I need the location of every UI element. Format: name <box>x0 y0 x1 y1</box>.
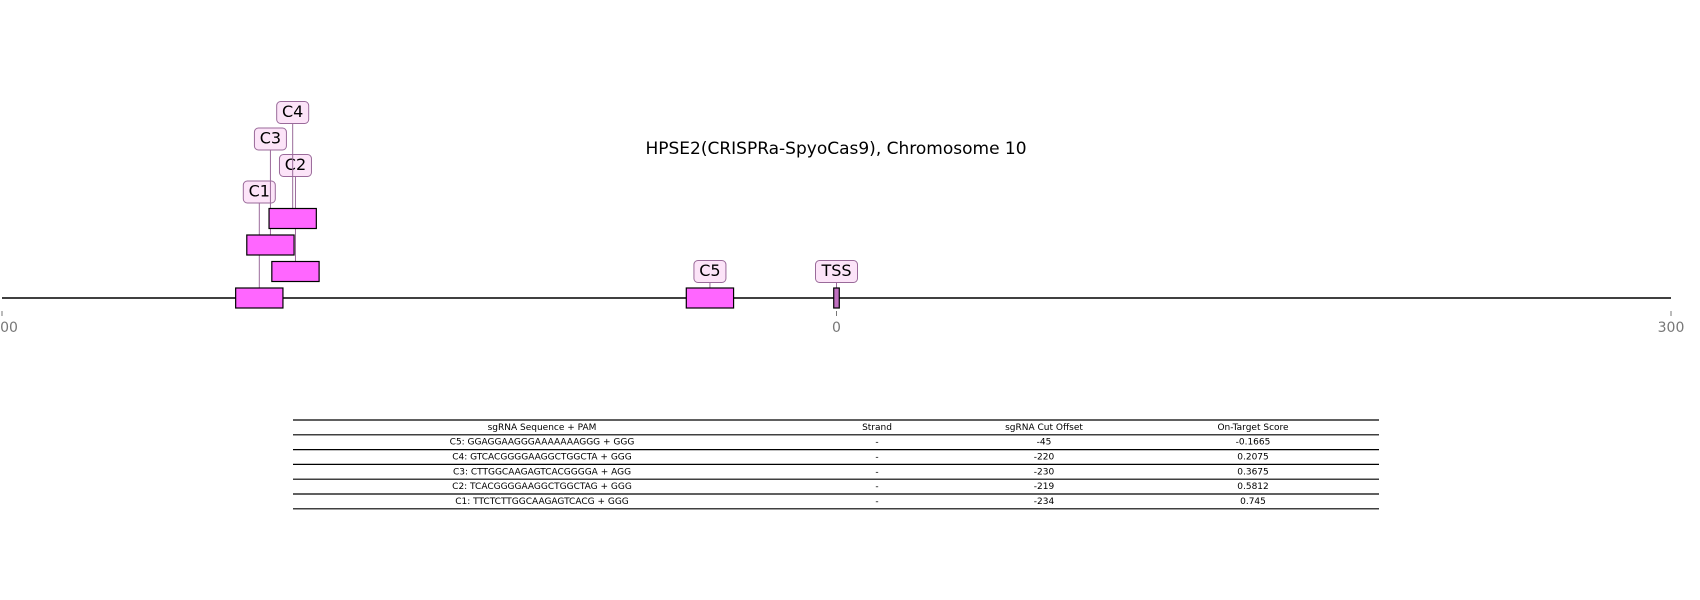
table-cell: C3: CTTGGCAAGAGTCACGGGGA + AGG <box>453 467 631 477</box>
guide-label: C2 <box>285 155 306 174</box>
table-header: On-Target Score <box>1217 423 1289 433</box>
tss-mark <box>833 287 840 309</box>
table-cell: 0.2075 <box>1237 453 1269 463</box>
label-box <box>815 260 858 283</box>
table-cell: -45 <box>1037 438 1052 448</box>
table-cell: C2: TCACGGGGAAGGCTGGCTAG + GGG <box>452 482 632 492</box>
table-cell: - <box>875 467 878 477</box>
table-cell: C1: TTCTCTTGGCAAGAGTCACG + GGG <box>455 497 629 507</box>
table-cell: - <box>875 453 878 463</box>
label-box <box>253 127 287 151</box>
guide-label: C3 <box>260 129 281 148</box>
table-cell: -0.1665 <box>1236 438 1271 448</box>
guide-box <box>235 287 284 309</box>
table-cell: - <box>875 482 878 492</box>
table-cell: 0.3675 <box>1237 467 1269 477</box>
label-box <box>276 101 310 124</box>
guide-box <box>246 234 295 256</box>
x-tick-label: 300 <box>1658 320 1685 336</box>
guide-label: C5 <box>699 261 720 280</box>
label-box <box>242 180 276 204</box>
guide-box <box>685 287 735 309</box>
table-cell: C5: GGAGGAAGGGAAAAAAAGGG + GGG <box>450 438 635 448</box>
guide-box <box>271 260 320 283</box>
label-box <box>693 260 727 283</box>
label-box <box>278 154 312 177</box>
table-cell: -219 <box>1034 482 1055 492</box>
x-tick-label: -300 <box>0 320 18 336</box>
x-tick-label: 0 <box>832 320 841 336</box>
table-header: Strand <box>862 423 892 433</box>
chart-title: HPSE2(CRISPRa-SpyoCas9), Chromosome 10 <box>645 139 1026 159</box>
table-cell: C4: GTCACGGGGAAGGCTGGCTA + GGG <box>452 453 632 463</box>
table-cell: -234 <box>1034 497 1055 507</box>
table-cell: - <box>875 497 878 507</box>
guide-box <box>268 207 317 230</box>
table-cell: 0.745 <box>1240 497 1266 507</box>
table-cell: - <box>875 438 878 448</box>
guide-label: C1 <box>249 182 270 201</box>
guide-label: TSS <box>820 261 851 280</box>
table-cell: 0.5812 <box>1237 482 1269 492</box>
table-cell: -230 <box>1034 467 1055 477</box>
table-header: sgRNA Cut Offset <box>1005 423 1083 433</box>
guide-label: C4 <box>282 102 303 121</box>
table-header: sgRNA Sequence + PAM <box>488 423 597 433</box>
table-cell: -220 <box>1034 453 1055 463</box>
